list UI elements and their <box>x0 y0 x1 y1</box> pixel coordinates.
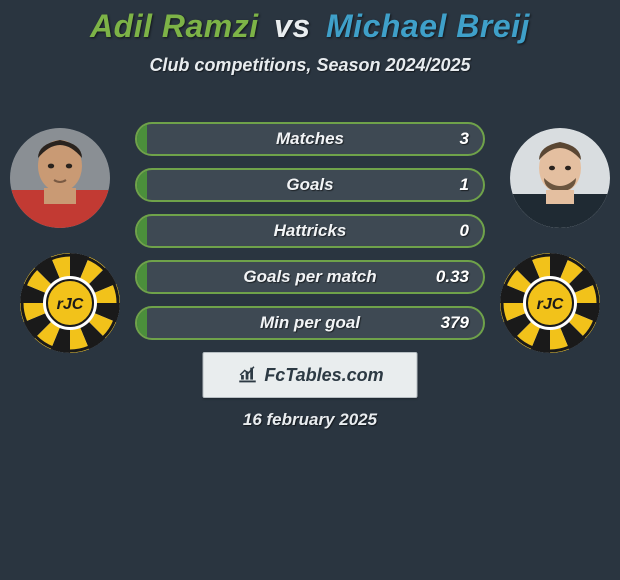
brand-text: FcTables.com <box>264 365 383 386</box>
svg-text:rJC: rJC <box>537 296 564 313</box>
date-text: 16 february 2025 <box>0 410 620 430</box>
stat-label: Hattricks <box>137 221 483 241</box>
chart-icon <box>236 364 258 386</box>
player1-name: Adil Ramzi <box>90 8 259 44</box>
stat-value-right: 1 <box>460 175 469 195</box>
player2-club-logo: rJC <box>500 253 600 353</box>
brand-badge: FcTables.com <box>203 352 418 398</box>
stat-value-right: 3 <box>460 129 469 149</box>
stat-pill: Matches3 <box>135 122 485 156</box>
svg-text:rJC: rJC <box>57 296 84 313</box>
stat-label: Goals <box>137 175 483 195</box>
stat-label: Min per goal <box>137 313 483 333</box>
stat-pill: Goals per match0.33 <box>135 260 485 294</box>
player2-avatar <box>510 128 610 228</box>
stat-label: Matches <box>137 129 483 149</box>
vs-text: vs <box>274 8 311 44</box>
stat-pill: Hattricks0 <box>135 214 485 248</box>
stat-value-right: 0 <box>460 221 469 241</box>
player2-name: Michael Breij <box>326 8 530 44</box>
player1-avatar <box>10 128 110 228</box>
stat-pill: Goals1 <box>135 168 485 202</box>
subtitle: Club competitions, Season 2024/2025 <box>0 55 620 76</box>
stat-value-right: 379 <box>441 313 469 333</box>
stats-container: Matches3Goals1Hattricks0Goals per match0… <box>135 122 485 352</box>
player1-club-logo: rJC <box>20 253 120 353</box>
stat-value-right: 0.33 <box>436 267 469 287</box>
stat-pill: Min per goal379 <box>135 306 485 340</box>
comparison-title: Adil Ramzi vs Michael Breij <box>0 0 620 45</box>
stat-label: Goals per match <box>137 267 483 287</box>
